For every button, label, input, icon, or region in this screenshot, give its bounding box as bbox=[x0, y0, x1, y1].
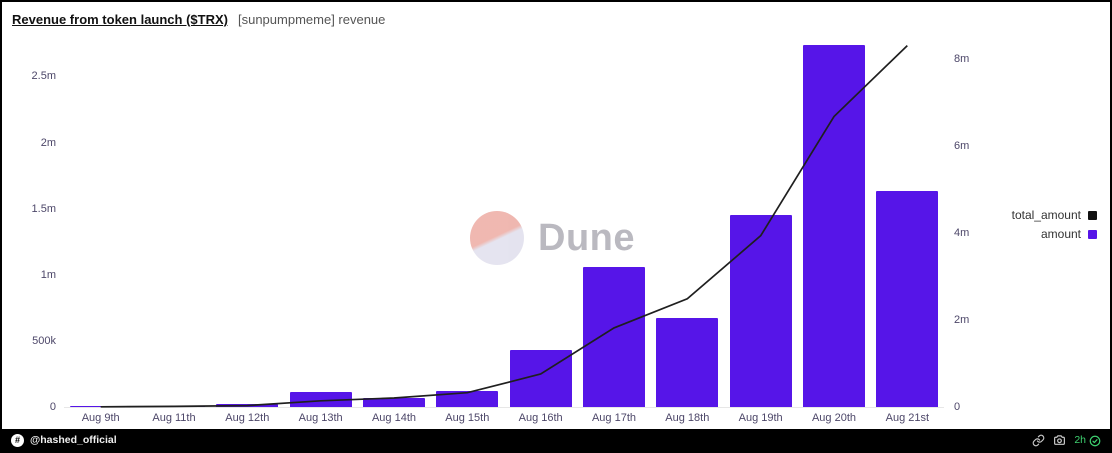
x-axis-label: Aug 20th bbox=[811, 412, 857, 424]
x-axis-label: Aug 12th bbox=[225, 412, 270, 424]
bar-aug-9th[interactable] bbox=[69, 406, 132, 407]
bar-aug-17th[interactable] bbox=[583, 266, 645, 407]
refresh-time-label: 2h bbox=[1074, 434, 1086, 446]
left-axis-tick: 2.5m bbox=[31, 70, 56, 83]
x-axis-label: Aug 21st bbox=[885, 412, 930, 424]
x-axis-label: Aug 16th bbox=[518, 412, 563, 424]
bar-aug-14th[interactable] bbox=[363, 398, 425, 407]
legend-label: total_amount bbox=[1011, 208, 1081, 222]
x-axis-label: Aug 9th bbox=[81, 412, 120, 424]
right-axis-tick: 6m bbox=[954, 139, 970, 152]
bar-aug-19th[interactable] bbox=[729, 215, 792, 407]
x-axis-label: Aug 11th bbox=[152, 412, 196, 424]
right-axis-tick: 8m bbox=[954, 52, 970, 65]
x-axis-label: Aug 13th bbox=[298, 412, 343, 424]
author-info[interactable]: # @hashed_official bbox=[11, 433, 117, 447]
chart-header: Revenue from token launch ($TRX) [sunpum… bbox=[12, 12, 385, 27]
bar-aug-11th[interactable] bbox=[143, 405, 205, 407]
x-axis-label: Aug 19th bbox=[738, 412, 783, 424]
bar-aug-16th[interactable] bbox=[509, 350, 572, 407]
bar-aug-15th[interactable] bbox=[436, 391, 499, 407]
left-axis-tick: 500k bbox=[32, 334, 56, 347]
link-icon[interactable] bbox=[1032, 434, 1045, 447]
right-axis-tick: 0 bbox=[954, 401, 961, 413]
dune-watermark-text: Dune bbox=[538, 216, 635, 259]
right-axis-tick: 4m bbox=[954, 226, 970, 239]
author-handle[interactable]: @hashed_official bbox=[30, 434, 117, 446]
bar-aug-12th[interactable] bbox=[216, 404, 279, 407]
dune-watermark: Dune bbox=[470, 211, 635, 265]
legend-swatch-icon bbox=[1088, 210, 1097, 220]
bar-aug-18th[interactable] bbox=[656, 318, 719, 407]
chart-title-link[interactable]: Revenue from token launch ($TRX) bbox=[12, 12, 228, 27]
left-axis-tick: 1m bbox=[40, 268, 56, 281]
legend-item-total_amount[interactable]: total_amount bbox=[1012, 208, 1097, 222]
x-axis-label: Aug 17th bbox=[591, 412, 637, 424]
embed-footer: # @hashed_official 2h bbox=[2, 429, 1110, 451]
left-axis-tick: 0 bbox=[49, 401, 56, 413]
bar-aug-21st[interactable] bbox=[876, 191, 939, 407]
check-circle-icon bbox=[1089, 434, 1101, 447]
footer-actions: 2h bbox=[1032, 434, 1101, 447]
bar-aug-13th[interactable] bbox=[289, 392, 352, 407]
chart-subtitle: [sunpumpmeme] revenue bbox=[237, 12, 386, 27]
dune-logo-icon bbox=[470, 211, 524, 265]
left-axis-tick: 2m bbox=[40, 136, 56, 149]
x-axis-label: Aug 14th bbox=[371, 412, 417, 424]
legend-item-amount[interactable]: amount bbox=[1041, 227, 1097, 241]
legend-label: amount bbox=[1040, 227, 1081, 241]
camera-icon[interactable] bbox=[1053, 434, 1066, 447]
x-axis-line bbox=[64, 407, 944, 408]
bar-aug-20th[interactable] bbox=[803, 44, 865, 407]
author-avatar: # bbox=[11, 433, 24, 447]
left-axis-tick: 1.5m bbox=[31, 202, 56, 215]
x-axis-label: Aug 18th bbox=[665, 412, 710, 424]
right-axis-tick: 2m bbox=[954, 313, 970, 326]
x-axis-label: Aug 15th bbox=[445, 412, 490, 424]
refresh-time-badge[interactable]: 2h bbox=[1074, 434, 1101, 447]
legend-swatch-icon bbox=[1088, 229, 1097, 239]
